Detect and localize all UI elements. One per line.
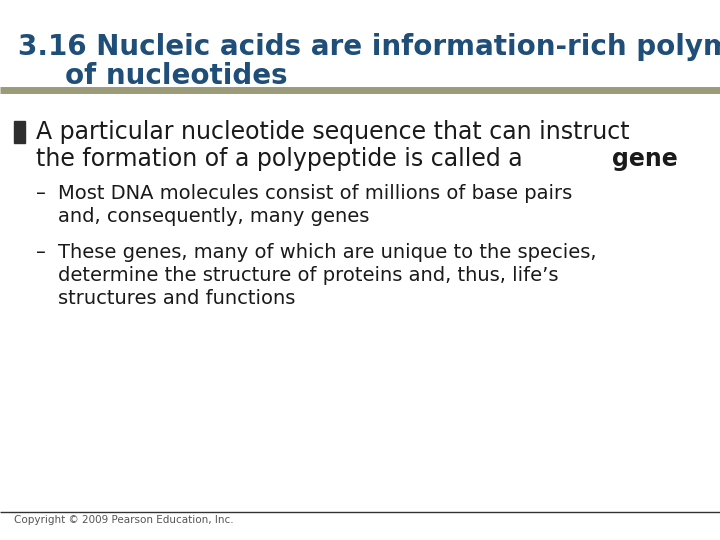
- Text: A particular nucleotide sequence that can instruct: A particular nucleotide sequence that ca…: [36, 120, 629, 144]
- Text: 3.16 Nucleic acids are information-rich polymers: 3.16 Nucleic acids are information-rich …: [18, 33, 720, 61]
- Text: and, consequently, many genes: and, consequently, many genes: [58, 207, 369, 226]
- Text: structures and functions: structures and functions: [58, 289, 295, 308]
- Text: –: –: [36, 243, 46, 262]
- Text: determine the structure of proteins and, thus, life’s: determine the structure of proteins and,…: [58, 266, 559, 285]
- Text: Copyright © 2009 Pearson Education, Inc.: Copyright © 2009 Pearson Education, Inc.: [14, 515, 233, 525]
- Text: Most DNA molecules consist of millions of base pairs: Most DNA molecules consist of millions o…: [58, 184, 572, 203]
- Text: –: –: [36, 184, 46, 203]
- Text: the formation of a polypeptide is called a: the formation of a polypeptide is called…: [36, 147, 530, 171]
- Text: gene: gene: [612, 147, 678, 171]
- Bar: [14, 121, 25, 143]
- Text: These genes, many of which are unique to the species,: These genes, many of which are unique to…: [58, 243, 596, 262]
- Text: of nucleotides: of nucleotides: [65, 62, 287, 90]
